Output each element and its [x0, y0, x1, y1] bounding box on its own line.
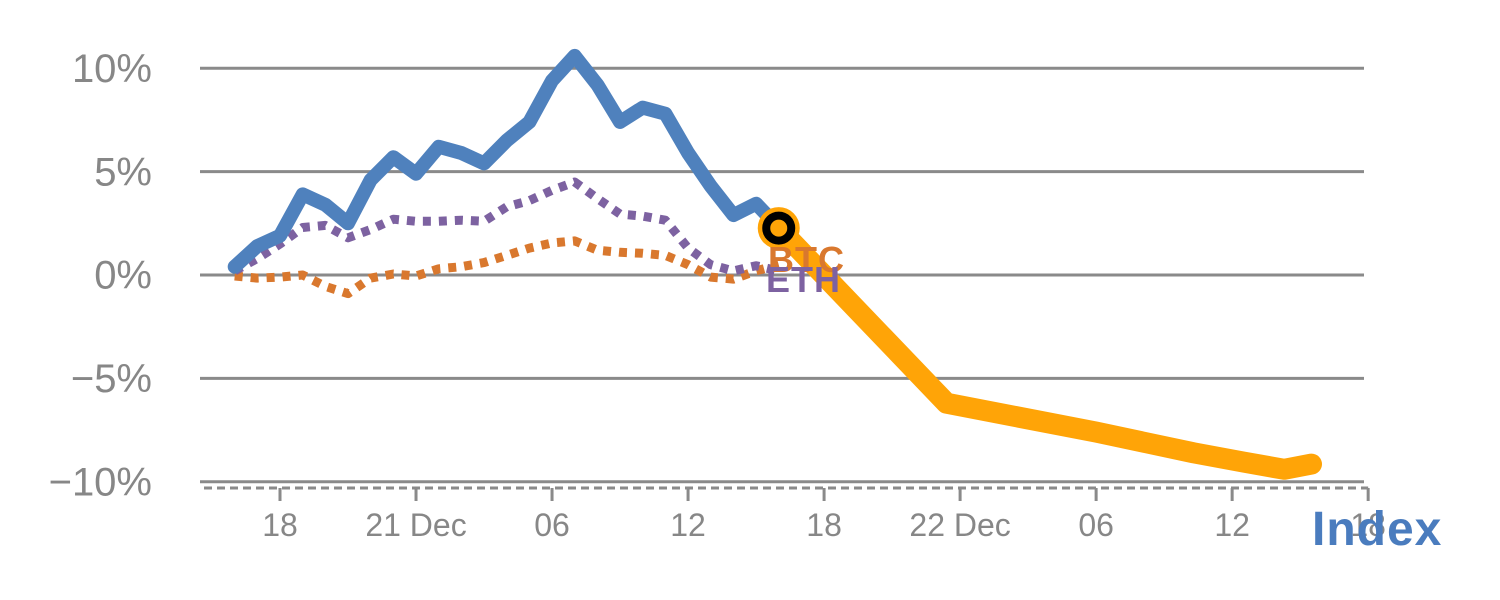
eth-label: ETH	[766, 259, 841, 300]
y-tick-label: −10%	[49, 460, 152, 504]
eth-line	[232, 177, 780, 276]
x-tick-label: 18	[1350, 507, 1386, 543]
x-tick-label: 12	[670, 507, 706, 543]
btc-label: BTC	[768, 239, 845, 280]
y-tick-label: 0%	[94, 254, 152, 298]
y-tick-label: 5%	[94, 150, 152, 194]
index-label: Index	[1312, 503, 1442, 556]
x-tick-label: 12	[1214, 507, 1250, 543]
x-tick-label: 22 Dec	[909, 507, 1010, 543]
y-tick-label: −5%	[71, 357, 152, 401]
btc-line	[234, 236, 780, 299]
x-tick-label: 06	[534, 507, 570, 543]
index-forecast-line	[768, 217, 1322, 480]
forecast-start-marker-ring	[762, 211, 796, 245]
x-tick-label: 18	[262, 507, 298, 543]
index-line	[227, 48, 786, 274]
x-tick-label: 18	[806, 507, 842, 543]
x-tick-label: 06	[1078, 507, 1114, 543]
y-tick-label: 10%	[72, 47, 152, 91]
x-tick-label: 21 Dec	[365, 507, 466, 543]
